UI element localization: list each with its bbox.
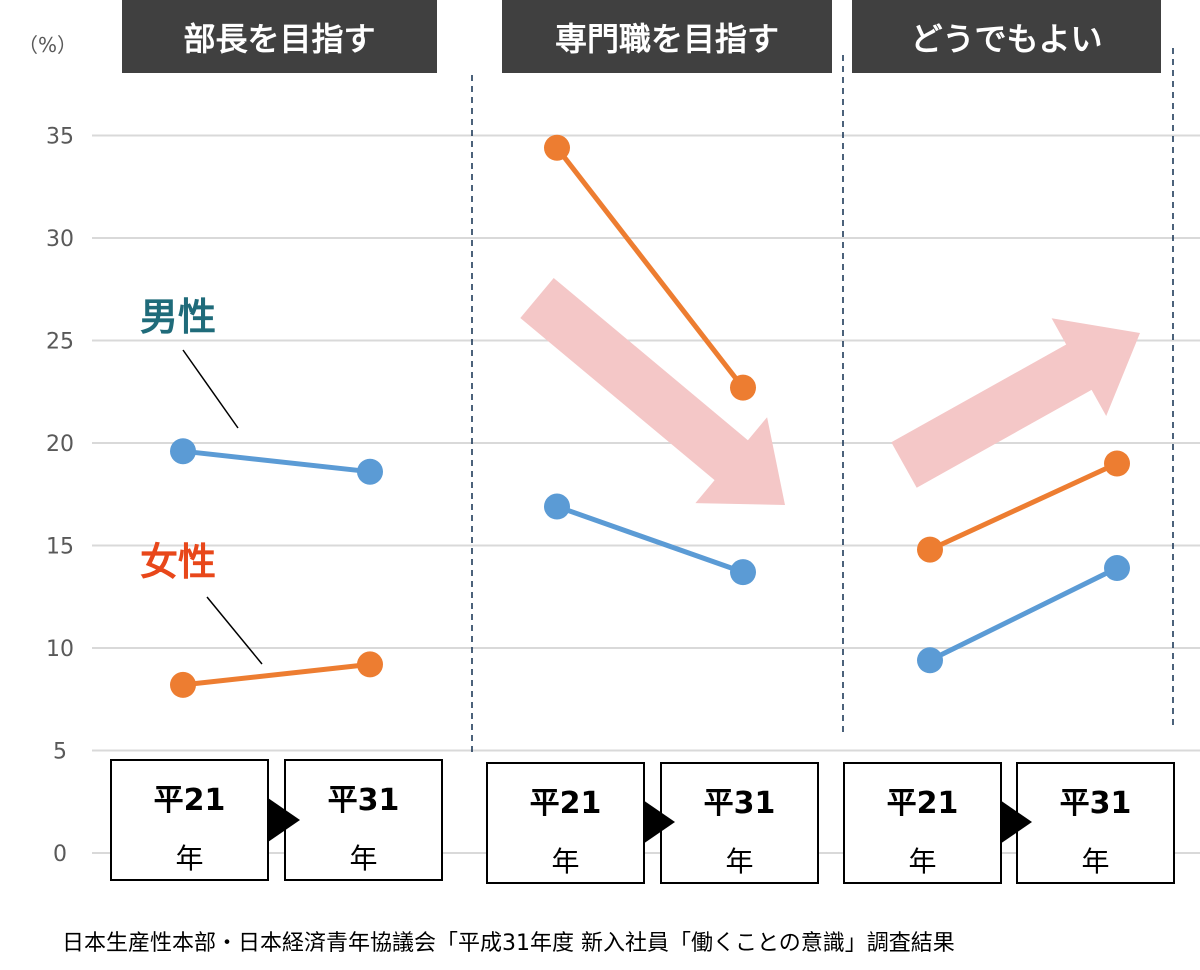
data-point-male-panel-1-1 [170, 438, 196, 465]
data-point-male-panel-3-1 [917, 647, 943, 674]
progression-arrow-panel-2 [643, 800, 675, 844]
data-point-male-panel-3-2 [1104, 555, 1130, 582]
category-label-top-panel-3-1: 平21 [887, 786, 959, 821]
female-leader-line [206, 596, 263, 665]
category-label-bottom-panel-2-2: 年 [725, 845, 753, 878]
series-line-male-panel-1 [182, 448, 371, 475]
trend-arrow-up [891, 318, 1140, 488]
data-point-female-panel-2-1 [544, 134, 570, 161]
progression-arrow-panel-1 [268, 798, 300, 842]
series-line-female-panel-3 [928, 461, 1119, 552]
data-point-female-panel-2-2 [730, 374, 756, 401]
panel-headers: 部長を目指す 専門職を目指す どうでもよい [122, 0, 1161, 73]
category-label-bottom-panel-1-1: 年 [175, 842, 203, 875]
y-tick-25: 25 [46, 330, 74, 355]
category-label-bottom-panel-2-1: 年 [551, 845, 579, 878]
trend-arrows [520, 278, 1140, 505]
data-point-female-panel-3-1 [917, 536, 943, 563]
panel-title-3: どうでもよい [910, 20, 1102, 58]
y-tick-35: 35 [46, 125, 74, 150]
y-axis-unit-label: （%） [18, 33, 77, 57]
series-line-male-panel-3 [928, 565, 1119, 663]
y-tick-30: 30 [46, 227, 74, 252]
category-box-panel-2-1 [486, 762, 645, 884]
y-tick-5: 5 [53, 740, 67, 765]
category-label-bottom-panel-1-2: 年 [349, 842, 377, 875]
category-label-top-panel-1-1: 平21 [154, 783, 226, 818]
panel-title-1: 部長を目指す [183, 20, 375, 58]
data-point-female-panel-1-1 [170, 671, 196, 698]
y-tick-20: 20 [46, 432, 74, 457]
category-box-panel-1-2 [284, 759, 443, 881]
panel-dividers [471, 48, 1174, 755]
series-line-female-panel-2 [555, 146, 745, 390]
panel-header-1 [122, 0, 437, 73]
male-leader-line [182, 349, 239, 429]
y-tick-15: 15 [46, 535, 74, 560]
series-lines [170, 134, 1130, 698]
category-box-panel-3-2 [1016, 762, 1175, 884]
series-line-male-panel-2 [556, 504, 744, 575]
source-note: 日本生産性本部・日本経済青年協議会「平成31年度 新入社員「働くことの意識」調査… [62, 931, 955, 956]
y-tick-0: 0 [53, 842, 67, 867]
male-label: 男性 [140, 295, 216, 339]
category-label-top-panel-1-2: 平31 [328, 783, 400, 818]
category-box-panel-3-1 [843, 762, 1002, 884]
trend-arrow-down [520, 278, 785, 505]
category-label-bottom-panel-3-1: 年 [908, 845, 936, 878]
data-point-male-panel-1-2 [357, 458, 383, 485]
series-line-female-panel-1 [182, 661, 371, 688]
panel-header-3 [852, 0, 1161, 73]
category-label-top-panel-3-2: 平31 [1060, 786, 1132, 821]
data-point-female-panel-3-2 [1104, 450, 1130, 477]
category-box-panel-2-2 [660, 762, 819, 884]
chart: （%） 0 5 10 15 20 25 30 35 部長を目指す 専門職を目指す どうでもよい 男… [18, 0, 1200, 884]
category-label-bottom-panel-3-2: 年 [1081, 845, 1109, 878]
category-label-top-panel-2-2: 平31 [704, 786, 776, 821]
data-point-male-panel-2-2 [730, 559, 756, 586]
gridlines [92, 134, 1200, 854]
panel-header-2 [502, 0, 832, 73]
category-boxes: 平21 年 平31 年 平21 年 平31 年 平21 年 平31 年 [110, 759, 1175, 884]
category-label-top-panel-2-1: 平21 [530, 786, 602, 821]
y-tick-10: 10 [46, 637, 74, 662]
y-axis-tick-labels: 0 5 10 15 20 25 30 35 [46, 125, 74, 868]
data-point-female-panel-1-2 [357, 651, 383, 678]
female-label: 女性 [140, 540, 216, 584]
progression-arrow-panel-3 [1000, 800, 1032, 844]
data-point-male-panel-2-1 [544, 493, 570, 520]
panel-title-2: 専門職を目指す [555, 20, 779, 58]
